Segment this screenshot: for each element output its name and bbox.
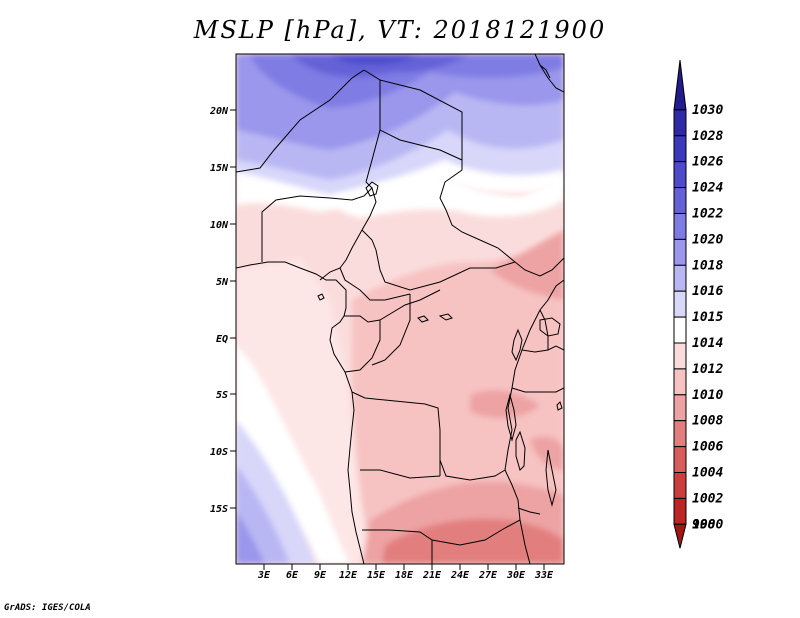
lon-label: 6E: [286, 570, 299, 581]
lat-label: 15N: [210, 163, 229, 174]
lon-label: 33E: [534, 570, 554, 581]
colorbar-label: 1004: [692, 466, 723, 481]
credit-text: GrADS: IGES/COLA: [4, 603, 91, 613]
colorbar-swatch: [673, 316, 687, 344]
lat-label: 15S: [210, 504, 228, 515]
lat-label: 5S: [216, 390, 228, 401]
lon-label: 3E: [257, 570, 271, 581]
colorbar-label: 1012: [692, 362, 723, 377]
lon-label: 15E: [367, 570, 386, 581]
colorbar-label: 998: [692, 517, 716, 532]
pressure-field: [236, 54, 564, 564]
colorbar-label: 1028: [692, 129, 723, 144]
colorbar-swatch: [673, 368, 687, 396]
colorbar-label: 1022: [692, 207, 723, 222]
colorbar-label: 1018: [692, 258, 723, 273]
colorbar-swatch: [673, 238, 687, 266]
lon-label: 18E: [395, 570, 414, 581]
colorbar-swatch: [673, 342, 687, 370]
colorbar-label: 1024: [692, 181, 723, 196]
colorbar-label: 1008: [692, 414, 723, 429]
colorbar-swatch: [673, 161, 687, 189]
colorbar-label: 1010: [692, 388, 723, 403]
colorbar-swatch: [673, 523, 687, 549]
colorbar-label: 1015: [692, 310, 723, 325]
lon-label: 9E: [314, 570, 327, 581]
lat-label: 20N: [209, 106, 229, 117]
colorbar-swatch: [673, 290, 687, 318]
colorbar-swatch: [673, 446, 687, 474]
longitude-axis: 3E 6E 9E 12E 15E 18E 21E 24E 27E 30E 33E: [257, 564, 554, 581]
lat-label: 10N: [210, 220, 229, 231]
colorbar-label: 1026: [692, 155, 723, 170]
colorbar-swatch: [673, 264, 687, 292]
country-borders: [236, 54, 564, 564]
lon-label: 30E: [506, 570, 526, 581]
chart-title: MSLP [hPa], VT: 2018121900: [193, 16, 607, 44]
latitude-axis: 20N 15N 10N 5N EQ 5S 10S 15S: [209, 106, 236, 515]
colorbar-label: 1000: [692, 517, 723, 532]
colorbar-swatch: [673, 497, 687, 525]
colorbar-label: 1030: [692, 103, 723, 118]
colorbar-swatch: [673, 59, 687, 111]
colorbar-swatch: [673, 213, 687, 240]
lon-label: 21E: [422, 570, 442, 581]
colorbar-swatch: [673, 394, 687, 422]
colorbar-swatch: [673, 109, 687, 137]
colorbar-swatch: [673, 135, 687, 163]
colorbar-legend: 1030 1028 1026 1024 1022 1020 1018 1016 1015 1014…: [673, 59, 723, 549]
lon-label: 24E: [450, 570, 470, 581]
colorbar-swatch: [673, 187, 687, 215]
colorbar-swatch: [673, 472, 687, 499]
lat-label: 10S: [210, 447, 228, 458]
lon-label: 27E: [478, 570, 498, 581]
colorbar-label: 1014: [692, 336, 723, 351]
lat-label: 5N: [216, 277, 229, 288]
lon-label: 12E: [339, 570, 358, 581]
colorbar-label: 1006: [692, 440, 723, 455]
colorbar-label: 1020: [692, 232, 723, 247]
colorbar-label: 1002: [692, 491, 723, 506]
colorbar-swatch: [673, 420, 687, 448]
colorbar-label: 1016: [692, 284, 723, 299]
map-frame: [235, 53, 565, 565]
lat-label: EQ: [216, 334, 228, 345]
